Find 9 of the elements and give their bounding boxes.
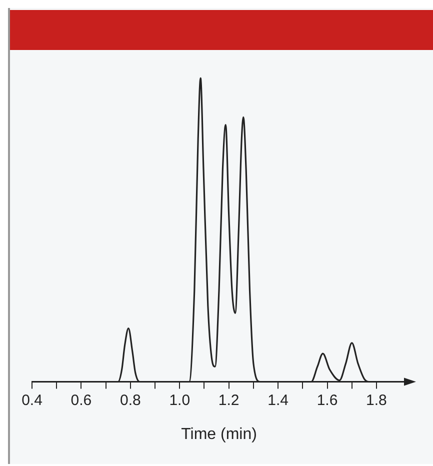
x-tick-label: 0.4 (22, 392, 42, 409)
x-tick-label: 1.8 (366, 392, 387, 409)
x-tick-label: 1.0 (169, 392, 190, 409)
x-tick-label: 0.6 (70, 392, 92, 409)
x-tick-label: 1.4 (268, 392, 288, 409)
x-tick-label: 1.6 (316, 392, 338, 409)
x-tick-label: 0.8 (120, 392, 141, 409)
x-tick-label: 1.2 (218, 392, 240, 409)
x-axis-title: Time (min) (181, 426, 257, 443)
